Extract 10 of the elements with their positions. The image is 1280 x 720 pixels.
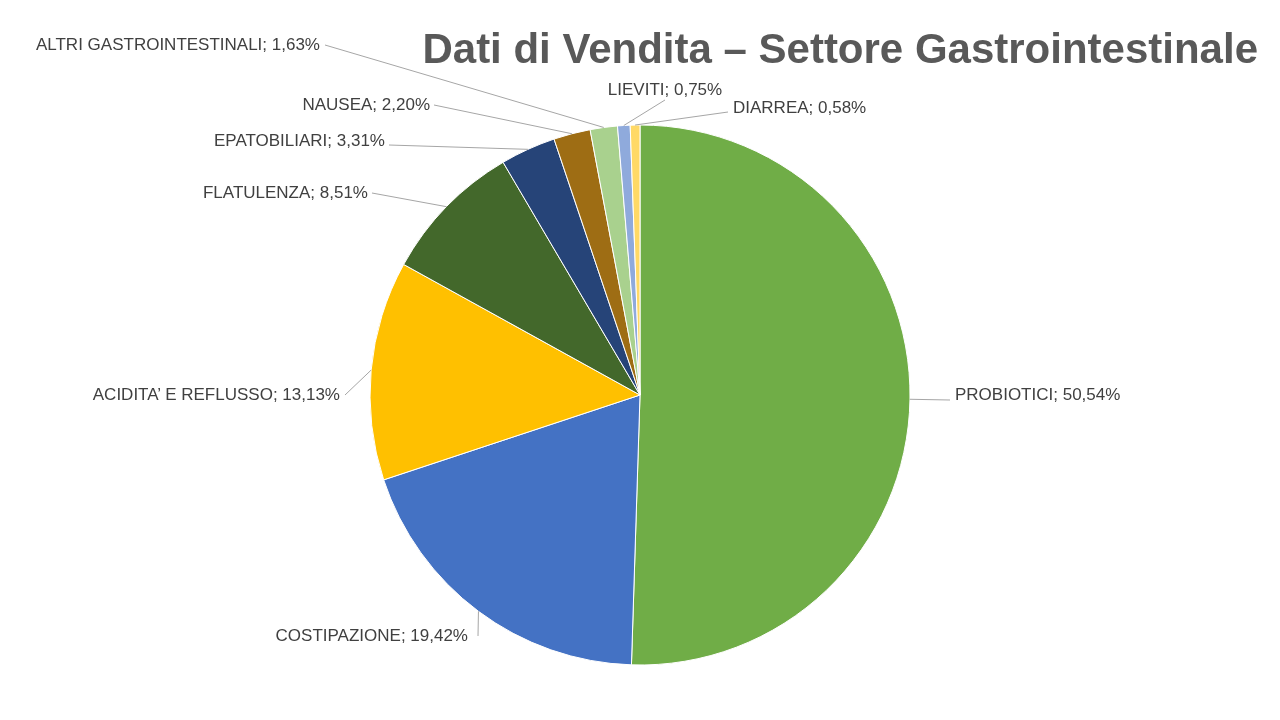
- slice-label: ALTRI GASTROINTESTINALI; 1,63%: [35, 35, 320, 54]
- slice-label: NAUSEA; 2,20%: [302, 95, 430, 114]
- slice-label: ACIDITA’ E REFLUSSO; 13,13%: [92, 385, 340, 404]
- slice-label: DIARREA; 0,58%: [733, 98, 867, 117]
- chart-title: Dati di Vendita – Settore Gastrointestinale: [422, 25, 1258, 72]
- slice-label: EPATOBILIARI; 3,31%: [213, 131, 385, 150]
- slice-label: PROBIOTICI; 50,54%: [955, 385, 1121, 404]
- slice-label: FLATULENZA; 8,51%: [202, 183, 368, 202]
- slice-label: COSTIPAZIONE; 19,42%: [275, 626, 468, 645]
- slice-label: LIEVITI; 0,75%: [607, 80, 723, 99]
